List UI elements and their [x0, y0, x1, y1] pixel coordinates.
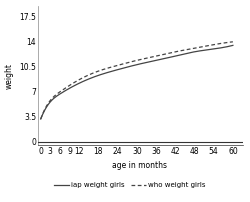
- iap weight girls: [102, 73, 105, 75]
- Line: who weight girls: who weight girls: [41, 42, 233, 119]
- who weight girls: [39, 118, 42, 120]
- iap weight girls: [179, 54, 182, 56]
- who weight girls: [179, 49, 182, 52]
- who weight girls: [160, 54, 163, 56]
- Legend: iap weight girls, who weight girls: iap weight girls, who weight girls: [51, 180, 208, 191]
- Y-axis label: weight: weight: [5, 63, 14, 89]
- iap weight girls: [232, 44, 234, 47]
- who weight girls: [178, 50, 181, 52]
- iap weight girls: [160, 58, 163, 60]
- who weight girls: [115, 64, 118, 67]
- iap weight girls: [39, 118, 42, 120]
- iap weight girls: [115, 69, 118, 71]
- X-axis label: age in months: age in months: [112, 161, 168, 170]
- who weight girls: [102, 68, 105, 71]
- Line: iap weight girls: iap weight girls: [41, 45, 233, 119]
- who weight girls: [232, 41, 234, 43]
- iap weight girls: [178, 54, 181, 56]
- who weight girls: [62, 88, 65, 90]
- iap weight girls: [62, 90, 65, 93]
